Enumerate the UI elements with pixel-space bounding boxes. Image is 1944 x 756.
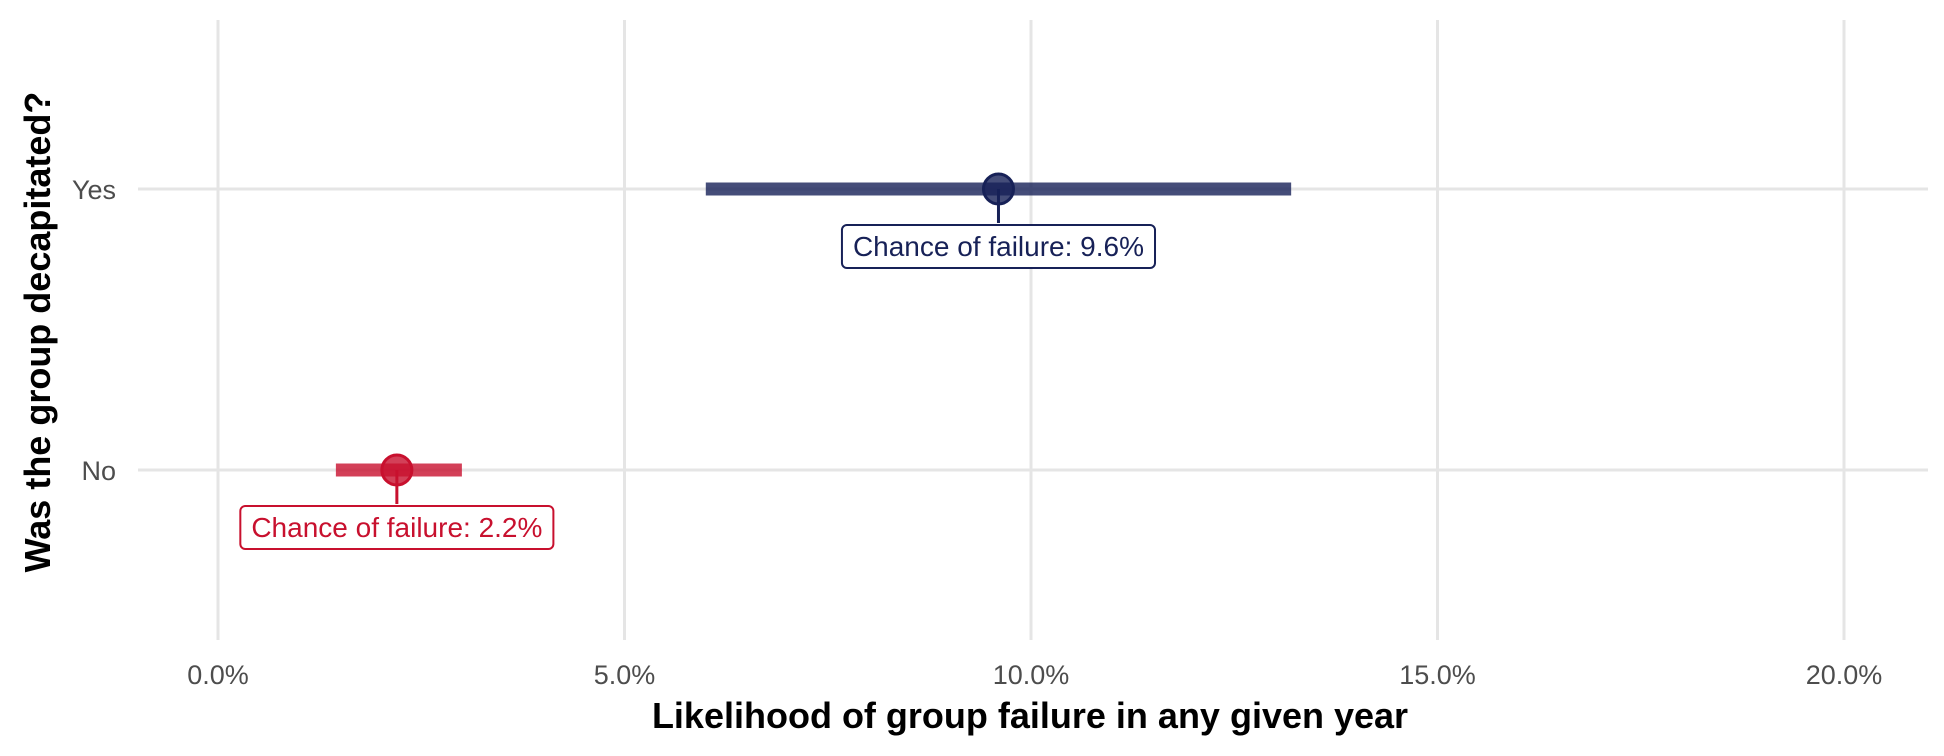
- annotation-box: [239, 505, 555, 550]
- estimate-point: [380, 453, 414, 487]
- y-axis-title: Was the group decapitated?: [17, 92, 58, 573]
- estimate-point: [981, 172, 1015, 206]
- annotation-label: Chance of failure: 2.2%: [239, 505, 555, 550]
- x-tick-label: 10.0%: [993, 660, 1070, 690]
- annotation-box: [840, 224, 1157, 269]
- x-axis-title: Likelihood of group failure in any given…: [652, 695, 1408, 736]
- tick-labels: 0.0% 5.0% 10.0% 15.0% 20.0% No Yes: [72, 175, 1882, 690]
- x-tick-label: 20.0%: [1806, 660, 1883, 690]
- y-tick-label: No: [81, 456, 116, 486]
- x-tick-label: 0.0%: [187, 660, 249, 690]
- plot-marks: Chance of failure: 2.2% Chance of failure…: [239, 172, 1292, 550]
- annotation-text: Chance of failure: 2.2%: [251, 512, 542, 543]
- annotation-label: Chance of failure: 9.6%: [840, 224, 1157, 269]
- y-tick-label: Yes: [72, 175, 116, 205]
- x-tick-label: 5.0%: [594, 660, 656, 690]
- annotation-text: Chance of failure: 9.6%: [853, 231, 1144, 262]
- x-tick-label: 15.0%: [1399, 660, 1476, 690]
